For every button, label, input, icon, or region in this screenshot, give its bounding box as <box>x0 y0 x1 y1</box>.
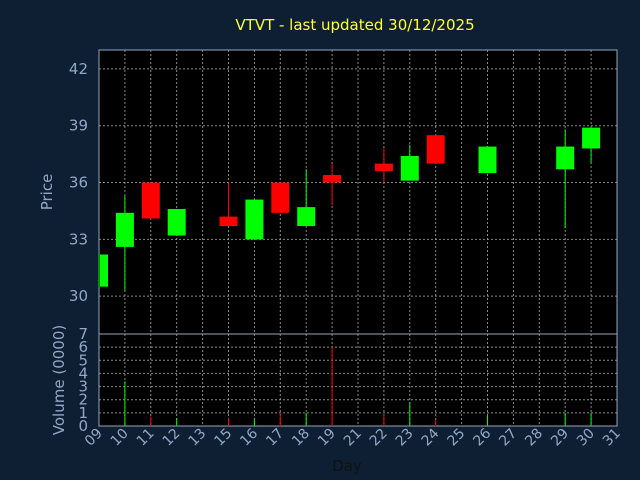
x-tick-label: 15 <box>211 426 235 450</box>
x-tick-label: 19 <box>315 426 339 450</box>
candle-body <box>271 182 290 213</box>
x-tick-label: 31 <box>600 426 624 450</box>
volume-tick-label: 7 <box>78 325 88 343</box>
price-tick-label: 30 <box>69 287 88 305</box>
volume-tick-label: 0 <box>78 417 88 435</box>
x-tick-label: 10 <box>108 426 132 450</box>
x-tick-label: 12 <box>160 426 184 450</box>
candle-body <box>400 156 419 181</box>
x-tick-label: 21 <box>341 426 365 450</box>
price-axis-label: Price <box>38 174 56 211</box>
price-y-ticks: 30 33 36 39 42 <box>69 60 88 305</box>
x-tick-label: 30 <box>574 426 598 450</box>
x-tick-label: 11 <box>134 426 158 450</box>
price-tick-label: 36 <box>69 174 88 192</box>
price-tick-label: 39 <box>69 117 88 135</box>
volume-tick-label: 2 <box>78 391 88 409</box>
x-tick-label: 28 <box>522 426 546 450</box>
x-tick-label: 17 <box>263 426 287 450</box>
x-tick-label: 16 <box>237 425 261 449</box>
price-tick-label: 33 <box>69 230 88 248</box>
candle-body <box>115 212 134 247</box>
candle-body <box>374 163 393 172</box>
candle-body <box>297 207 316 227</box>
chart-title: VTVT - last updated 30/12/2025 <box>235 16 474 34</box>
candle-body <box>582 127 601 149</box>
x-axis-label: Day <box>332 457 362 475</box>
candle-body <box>478 146 497 174</box>
candle-body <box>323 174 342 183</box>
volume-tick-label: 4 <box>78 364 88 382</box>
x-ticks: 09 10 11 12 13 15 16 17 18 19 21 22 23 24 25 26 27 28 29 30… <box>82 425 624 449</box>
volume-tick-label: 5 <box>78 351 88 369</box>
volume-axis-label: Volume (0000) <box>50 325 68 435</box>
x-tick-label: 23 <box>393 426 417 450</box>
x-tick-label: 27 <box>496 426 520 450</box>
x-tick-label: 24 <box>419 425 443 449</box>
price-tick-label: 42 <box>69 60 88 78</box>
volume-tick-label: 3 <box>78 378 88 396</box>
x-tick-label: 22 <box>367 426 391 450</box>
x-tick-label: 26 <box>470 425 494 449</box>
candle-body <box>100 254 108 287</box>
candle-body <box>426 135 445 164</box>
volume-bars <box>124 345 592 426</box>
x-tick-label: 18 <box>289 426 313 450</box>
x-tick-label: 29 <box>548 426 572 450</box>
candle-body <box>167 209 186 236</box>
candle-body <box>556 146 575 170</box>
x-tick-label: 13 <box>186 426 210 450</box>
candle-body <box>219 216 238 227</box>
volume-tick-label: 6 <box>78 338 88 356</box>
candle-body <box>245 199 264 240</box>
x-tick-label: 25 <box>445 426 469 450</box>
volume-grid <box>98 333 618 427</box>
price-candles <box>98 127 601 291</box>
candle-body <box>141 182 160 219</box>
volume-tick-label: 1 <box>78 404 88 422</box>
